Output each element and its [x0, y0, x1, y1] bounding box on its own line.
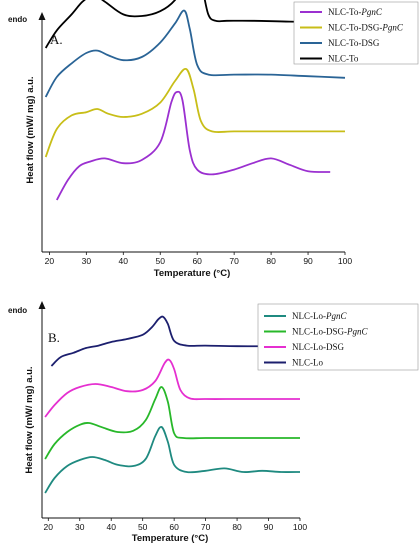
series-line-nlc-lo-pgnc [45, 427, 300, 493]
panel-label-a: A. [50, 32, 63, 47]
x-axis-label-b: Temperature (°C) [132, 533, 208, 544]
x-tick-label: 90 [303, 256, 313, 266]
x-tick-label: 50 [156, 256, 166, 266]
x-tick-label: 70 [229, 256, 239, 266]
x-tick-label: 80 [266, 256, 276, 266]
legend-entry: NLC-To-DSG-PgnC [328, 23, 404, 33]
x-tick-label: 100 [293, 522, 307, 532]
legend-a: NLC-To-PgnC NLC-To-DSG-PgnC NLC-To-DSG NLC-… [294, 2, 418, 64]
x-tick-label: 20 [45, 256, 55, 266]
x-tick-label: 30 [82, 256, 92, 266]
series-line-nlc-lo-dsg-pgnc [45, 387, 300, 459]
legend-entry: NLC-To [328, 54, 359, 64]
legend-b: NLC-Lo-PgnC NLC-Lo-DSG-PgnC NLC-Lo-DSG NLC-… [258, 304, 418, 370]
legend-entry: NLC-To-PgnC [328, 7, 383, 17]
endo-label: endo [8, 15, 27, 24]
y-axis-label-a: Heat flow (mW/ mg) a.u. [25, 76, 36, 183]
x-axis-label-a: Temperature (°C) [154, 268, 230, 279]
x-tick-label: 40 [106, 522, 116, 532]
legend-entry: NLC-Lo-PgnC [292, 311, 347, 321]
panel-b: endo B. Heat flow (mW/ mg) a.u. 20 30 40 50… [8, 301, 418, 544]
x-tick-label: 80 [232, 522, 242, 532]
panel-a: endo A. Heat flow (mW/ mg) a.u. 20 30 40 50… [8, 0, 418, 279]
x-ticks-a: 20 30 40 50 60 70 80 90 100 [45, 252, 353, 266]
panel-label-b: B. [48, 330, 60, 345]
legend-entry: NLC-Lo [292, 358, 323, 368]
x-tick-label: 60 [169, 522, 179, 532]
x-ticks-b: 20 30 40 50 60 70 80 90 100 [44, 518, 308, 532]
series-line-nlc-to-dsg-pgnc [46, 69, 345, 157]
x-tick-label: 100 [338, 256, 352, 266]
x-tick-label: 40 [119, 256, 129, 266]
endo-label: endo [8, 306, 27, 315]
x-tick-label: 30 [75, 522, 85, 532]
legend-entry: NLC-To-DSG [328, 38, 380, 48]
legend-entry: NLC-Lo-DSG [292, 342, 344, 352]
legend-entry: NLC-Lo-DSG-PgnC [292, 327, 368, 337]
x-tick-label: 50 [138, 522, 148, 532]
x-tick-label: 90 [264, 522, 274, 532]
series-line-nlc-to-pgnc [57, 92, 330, 200]
y-axis-label-b: Heat flow (mW/ mg) a.u. [24, 366, 35, 473]
endo-arrow-icon [39, 12, 46, 20]
endo-arrow-icon [39, 301, 46, 309]
x-tick-label: 60 [192, 256, 202, 266]
x-tick-label: 20 [44, 522, 54, 532]
x-tick-label: 70 [201, 522, 211, 532]
